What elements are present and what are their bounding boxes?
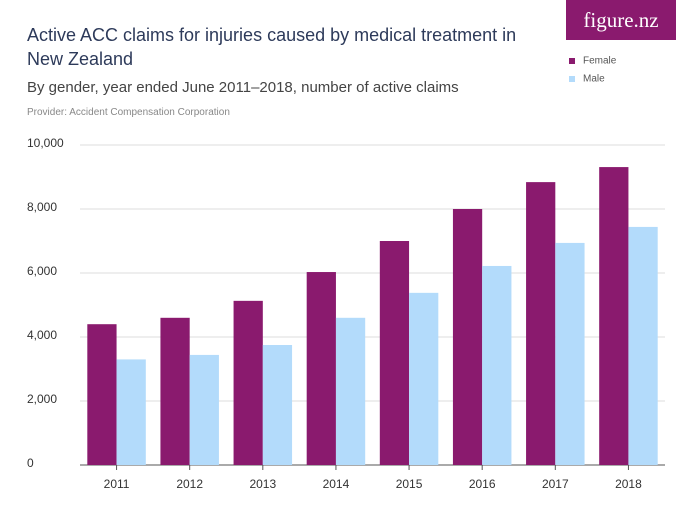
bar — [452, 209, 483, 465]
bar — [306, 272, 336, 465]
bar — [189, 354, 219, 465]
legend-label: Male — [583, 74, 605, 85]
x-tick-label: 2012 — [176, 477, 203, 491]
y-tick-label: 4,000 — [27, 328, 57, 342]
bar — [87, 324, 117, 465]
x-tick-label: 2017 — [542, 477, 569, 491]
legend-swatch — [569, 76, 575, 82]
y-tick-label: 0 — [27, 456, 34, 470]
bar — [628, 226, 658, 465]
legend-label: Female — [583, 56, 617, 67]
chart-subtitle: By gender, year ended June 2011–2018, nu… — [27, 79, 459, 96]
y-tick-label: 6,000 — [27, 264, 57, 278]
y-tick-label: 8,000 — [27, 200, 57, 214]
y-tick-label: 10,000 — [27, 136, 64, 150]
y-tick-label: 2,000 — [27, 392, 57, 406]
bar — [160, 317, 190, 465]
x-tick-label: 2016 — [469, 477, 496, 491]
x-tick-label: 2014 — [323, 477, 350, 491]
bar — [116, 359, 146, 465]
x-tick-label: 2013 — [249, 477, 276, 491]
bar — [599, 167, 629, 465]
x-tick-label: 2018 — [615, 477, 642, 491]
legend-swatch — [569, 58, 575, 64]
chart-title: Active ACC claims for injuries caused by… — [27, 25, 517, 69]
provider-note: Provider: Accident Compensation Corporat… — [27, 107, 230, 118]
bar — [335, 317, 366, 465]
bar — [233, 300, 263, 465]
x-tick-label: 2011 — [104, 477, 130, 491]
bar — [409, 292, 439, 465]
bar — [262, 345, 293, 465]
logo[interactable]: figure.nz — [566, 0, 676, 40]
bar — [379, 241, 410, 465]
bar — [482, 265, 512, 465]
bar — [555, 242, 585, 465]
x-tick-label: 2015 — [396, 477, 423, 491]
bar — [526, 182, 556, 465]
